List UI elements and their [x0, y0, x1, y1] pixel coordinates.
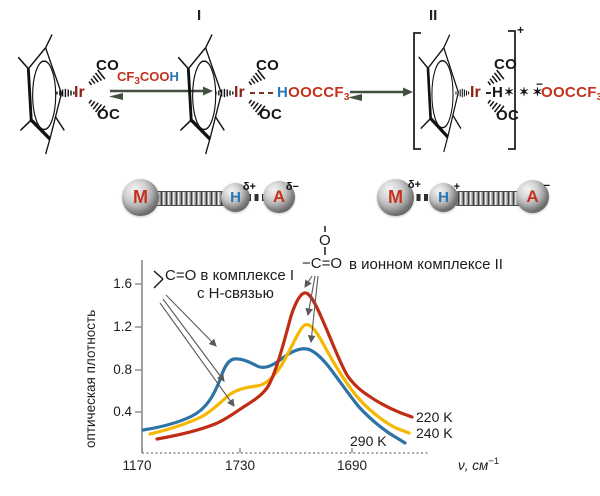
acid-adduct-label: HOOCCF3 [277, 85, 350, 103]
equilibrium-reagent-label: CF3COOH [117, 70, 179, 87]
cf3cooh-sub3: 3 [134, 76, 140, 87]
x-tick-1730: 1730 [224, 458, 256, 473]
sphere-acceptor-right: A − [516, 180, 550, 213]
curve-240k [148, 322, 411, 436]
curve-label-290k: 290 K [350, 433, 387, 449]
annotation-bond-glyphs [153, 226, 326, 289]
annotation-hbond-line1: C=O в комплексе I [165, 267, 295, 284]
curve-label-220k: 220 K [416, 409, 453, 425]
equilibrium-arrow-1-icon [109, 86, 213, 100]
y-tick-0.4: 0.4 [113, 404, 132, 419]
plus-charge: + [517, 23, 525, 37]
hydride-label: H [492, 84, 504, 101]
spectrum-axes [135, 260, 428, 454]
annotation-hbond-line2: с H-связью [197, 285, 274, 302]
annotation-ionic-group: −C=O [302, 255, 343, 272]
proton-letter: H [230, 189, 241, 206]
carbonyl-bottom-left: OC [97, 106, 121, 123]
metal-letter: M [388, 187, 403, 207]
carbonyl-top-middle: CO [256, 57, 280, 74]
y-tick-1.2: 1.2 [113, 319, 132, 334]
anion-sub3: 3 [596, 92, 600, 103]
y-tick-0.8: 0.8 [113, 362, 132, 377]
annotation-ionic-oxygen: O [319, 232, 331, 249]
cf3cooh-coo: COO [139, 69, 170, 84]
acid-sub3: 3 [343, 92, 350, 103]
curve-label-240k: 240 K [416, 425, 453, 441]
nu-exponent: −1 [488, 456, 500, 467]
metal-charge: δ+ [407, 179, 421, 191]
iridium-label-middle: Ir [234, 84, 245, 101]
bracket-left-icon [413, 32, 421, 150]
curve-290k [141, 347, 407, 445]
x-tick-1170: 1170 [122, 458, 152, 473]
x-tick-1690: 1690 [336, 458, 368, 473]
x-axis-unit: ν, см−1 [458, 457, 499, 473]
cp-ring-right-icon [413, 30, 516, 154]
acceptor-charge: − [543, 180, 550, 192]
acceptor-letter: A [272, 187, 286, 206]
y-tick-1.6: 1.6 [113, 276, 132, 291]
equilibrium-arrow-2-icon [348, 87, 413, 101]
cf3cooh-cf: CF [117, 69, 135, 84]
sphere-metal-right: M δ+ [377, 179, 421, 216]
spring-bond-icon [452, 191, 524, 206]
sphere-metal-left: M [122, 179, 159, 216]
acid-h: H [277, 84, 289, 101]
carbonyl-bottom-right: OC [496, 107, 520, 124]
proton-charge: δ+ [242, 181, 256, 193]
iridium-label-right: Ir [470, 84, 481, 101]
curve-220k [155, 291, 414, 441]
carbonyl-top-left: CO [96, 57, 120, 74]
dashed-bond-icon [247, 194, 267, 201]
complex-II-label: II [429, 7, 438, 24]
sphere-proton-left: H δ+ [221, 181, 256, 212]
annotation-arrows [159, 275, 319, 407]
acceptor-charge: δ− [285, 181, 299, 193]
star-inner: ✶ [504, 85, 515, 99]
y-axis-label: оптическая плотность [83, 309, 98, 448]
anion-ooccf: OOCCF [541, 84, 597, 101]
carbonyl-top-right: CO [494, 56, 518, 73]
sphere-acceptor-left: A δ− [263, 181, 299, 213]
bracket-right-icon [508, 30, 516, 150]
spring-bond-icon [150, 191, 230, 206]
cf3cooh-h: H [169, 69, 179, 84]
nu-symbol: ν, см [458, 458, 489, 473]
trifluoroacetate-label: OOCCF3 [541, 85, 600, 103]
minus-charge: − [536, 77, 544, 91]
proton-letter: H [438, 189, 449, 206]
complex-I-label: I [197, 7, 202, 24]
sphere-proton-right: H + [429, 181, 460, 212]
acid-ooccf: OOCCF [288, 84, 344, 101]
stars-outer: ✶ ✶ [519, 85, 543, 99]
cp-ring-left-icon [16, 32, 106, 157]
iridium-label-left: Ir [74, 84, 85, 101]
cp-ring-middle-icon [176, 32, 274, 157]
acceptor-letter: A [526, 186, 539, 206]
dashed-bond-icon [409, 194, 433, 201]
annotation-ionic-text: в ионном комплексе II [349, 256, 503, 273]
proton-charge: + [453, 181, 460, 193]
metal-letter: M [133, 187, 148, 207]
carbonyl-bottom-middle: OC [259, 106, 283, 123]
